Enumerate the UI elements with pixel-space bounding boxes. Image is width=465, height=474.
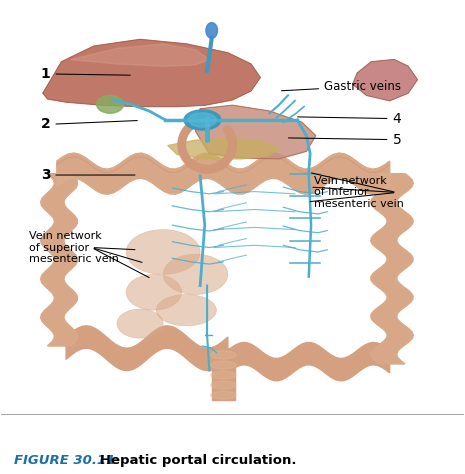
Ellipse shape [126,274,182,310]
Ellipse shape [117,309,163,338]
Polygon shape [66,326,228,371]
Polygon shape [43,39,260,107]
Ellipse shape [97,95,123,113]
Ellipse shape [156,294,216,326]
Text: 2: 2 [40,118,137,131]
Text: Gastric veins: Gastric veins [281,80,401,93]
Text: Vein network
of inferior
mesenteric vein: Vein network of inferior mesenteric vein [314,176,404,209]
Text: 3: 3 [40,168,135,182]
Polygon shape [371,173,413,364]
Ellipse shape [211,351,236,359]
Polygon shape [371,173,413,364]
Text: 1: 1 [40,67,130,81]
Text: Hepatic portal circulation.: Hepatic portal circulation. [86,454,297,466]
Text: 4: 4 [298,112,401,126]
Polygon shape [40,173,78,346]
Polygon shape [228,342,390,381]
Polygon shape [40,173,78,346]
Polygon shape [352,60,418,101]
Ellipse shape [189,113,216,127]
Text: 5: 5 [288,133,401,146]
Ellipse shape [184,110,221,130]
Ellipse shape [211,371,236,379]
Ellipse shape [206,23,218,38]
Polygon shape [57,153,390,194]
Ellipse shape [211,391,236,399]
Ellipse shape [126,229,200,274]
Polygon shape [71,44,209,66]
Ellipse shape [163,254,228,294]
Polygon shape [195,105,316,159]
Text: FIGURE 30.11: FIGURE 30.11 [14,454,115,466]
Polygon shape [168,138,279,159]
Polygon shape [212,348,235,400]
Ellipse shape [211,361,236,369]
Polygon shape [57,153,390,194]
Ellipse shape [211,381,236,389]
Text: Vein network
of superior
mesenteric vein: Vein network of superior mesenteric vein [29,231,119,264]
